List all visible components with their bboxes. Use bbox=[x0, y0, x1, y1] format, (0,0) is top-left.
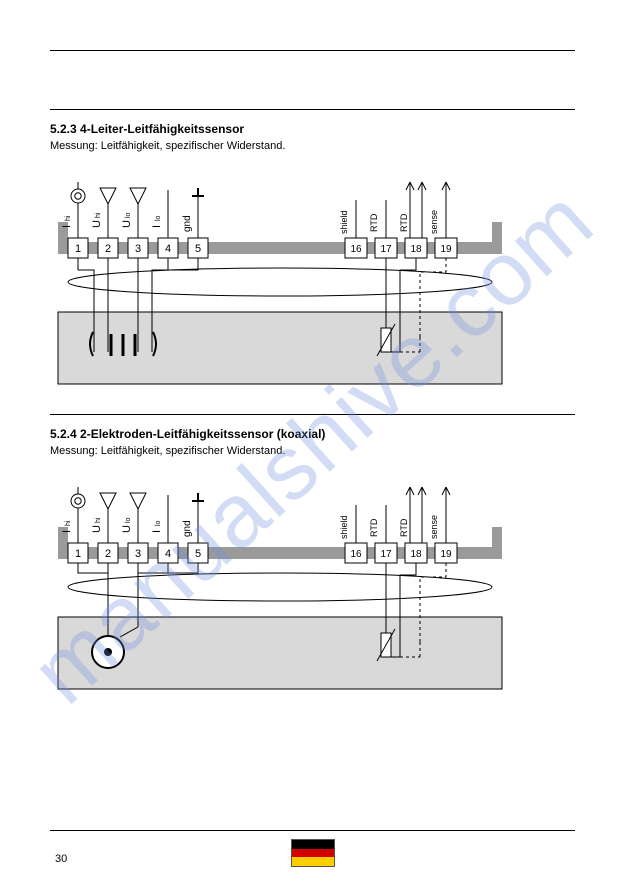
svg-text:shield: shield bbox=[339, 515, 349, 539]
svg-text:1: 1 bbox=[75, 243, 81, 255]
svg-text:3: 3 bbox=[135, 243, 141, 255]
svg-text:18: 18 bbox=[410, 244, 422, 255]
svg-text:U: U bbox=[121, 525, 133, 533]
section-rule-1 bbox=[50, 109, 575, 110]
svg-text:4: 4 bbox=[165, 243, 171, 255]
svg-text:5: 5 bbox=[195, 548, 201, 560]
svg-text:RTD: RTD bbox=[399, 518, 409, 537]
section-title-2: 5.2.4 2-Elektroden-Leitfähigkeitssensor … bbox=[50, 427, 575, 441]
flag-germany bbox=[291, 839, 335, 867]
svg-text:hi: hi bbox=[95, 212, 102, 218]
svg-text:RTD: RTD bbox=[369, 518, 379, 537]
svg-text:5: 5 bbox=[195, 243, 201, 255]
svg-text:shield: shield bbox=[339, 210, 349, 234]
svg-text:U: U bbox=[91, 220, 103, 228]
svg-text:1: 1 bbox=[75, 548, 81, 560]
svg-text:19: 19 bbox=[440, 244, 452, 255]
svg-text:I: I bbox=[61, 530, 73, 533]
svg-text:2: 2 bbox=[105, 548, 111, 560]
section-title-1: 5.2.3 4-Leiter-Leitfähigkeitssensor bbox=[50, 122, 575, 136]
svg-text:RTD: RTD bbox=[399, 213, 409, 232]
svg-text:I: I bbox=[151, 530, 163, 533]
svg-text:hi: hi bbox=[65, 520, 72, 526]
diagram-coaxial: I hi U hi U lo I lo gnd 1 2 3 4 bbox=[50, 467, 510, 697]
svg-text:17: 17 bbox=[380, 549, 392, 560]
svg-text:lo: lo bbox=[125, 517, 132, 523]
svg-text:sense: sense bbox=[429, 515, 439, 539]
svg-text:gnd: gnd bbox=[182, 215, 193, 232]
section-sub-2: Messung: Leitfähigkeit, spezifischer Wid… bbox=[50, 445, 575, 457]
svg-text:RTD: RTD bbox=[369, 213, 379, 232]
svg-text:I: I bbox=[151, 225, 163, 228]
svg-text:16: 16 bbox=[350, 549, 362, 560]
svg-text:16: 16 bbox=[350, 244, 362, 255]
svg-text:19: 19 bbox=[440, 549, 452, 560]
svg-text:4: 4 bbox=[165, 548, 171, 560]
svg-text:17: 17 bbox=[380, 244, 392, 255]
diagram-4-electrode: I hi U hi U lo I lo gnd 1 2 3 4 bbox=[50, 162, 510, 392]
svg-text:3: 3 bbox=[135, 548, 141, 560]
svg-text:2: 2 bbox=[105, 243, 111, 255]
svg-text:sense: sense bbox=[429, 210, 439, 234]
svg-text:lo: lo bbox=[155, 215, 162, 221]
section-rule-2 bbox=[50, 414, 575, 415]
svg-text:lo: lo bbox=[155, 520, 162, 526]
svg-text:18: 18 bbox=[410, 549, 422, 560]
svg-text:U: U bbox=[91, 525, 103, 533]
svg-text:gnd: gnd bbox=[182, 520, 193, 537]
page-number: 30 bbox=[55, 853, 67, 865]
footer-rule bbox=[50, 830, 575, 831]
section-sub-1: Messung: Leitfähigkeit, spezifischer Wid… bbox=[50, 140, 575, 152]
svg-text:U: U bbox=[121, 220, 133, 228]
svg-text:lo: lo bbox=[125, 212, 132, 218]
svg-text:hi: hi bbox=[65, 215, 72, 221]
svg-text:hi: hi bbox=[95, 517, 102, 523]
svg-text:I: I bbox=[61, 225, 73, 228]
